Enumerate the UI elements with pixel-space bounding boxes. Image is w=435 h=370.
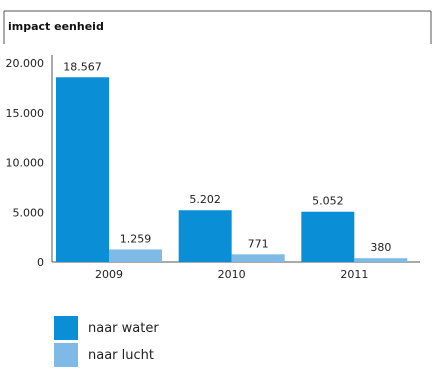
x-axis-labels: 2009 2010 2011	[95, 268, 368, 281]
value-label: 5.052	[312, 195, 344, 208]
bar-chart: impact eenheid 05.00010.00015.00020.000 …	[3, 10, 432, 281]
bar-water-2010	[178, 210, 232, 262]
legend: naar water naar lucht	[54, 316, 159, 370]
y-tick-label: 0	[37, 256, 44, 269]
value-label: 1.259	[120, 232, 152, 245]
bar-air-2009	[109, 249, 162, 262]
legend-label-air: naar lucht	[88, 347, 154, 363]
bar-water-2009	[56, 77, 109, 262]
value-labels: 18.567 1.259 5.202 771 5.052 380	[63, 60, 391, 254]
y-tick-label: 10.000	[6, 157, 45, 170]
legend-item-air: naar lucht	[54, 343, 159, 367]
x-tick-label: 2009	[95, 268, 123, 281]
bar-air-2011	[354, 258, 408, 262]
value-label: 18.567	[63, 60, 102, 73]
legend-swatch-water	[54, 316, 78, 340]
x-tick-label: 2011	[340, 268, 368, 281]
legend-item-water: naar water	[54, 316, 159, 340]
y-tick-label: 5.000	[13, 206, 45, 219]
chart-frame	[3, 10, 432, 44]
bar-air-2010	[231, 254, 285, 262]
bar-water-2011	[301, 211, 355, 262]
legend-label-water: naar water	[88, 320, 159, 336]
value-label: 5.202	[189, 193, 221, 206]
value-label: 380	[370, 241, 391, 254]
y-tick-label: 20.000	[6, 57, 45, 70]
value-label: 771	[248, 237, 269, 250]
y-tick-label: 15.000	[6, 107, 45, 120]
y-axis-title: impact eenheid	[8, 20, 104, 33]
legend-swatch-air	[54, 343, 78, 367]
bars	[56, 77, 408, 262]
x-tick-label: 2010	[218, 268, 246, 281]
